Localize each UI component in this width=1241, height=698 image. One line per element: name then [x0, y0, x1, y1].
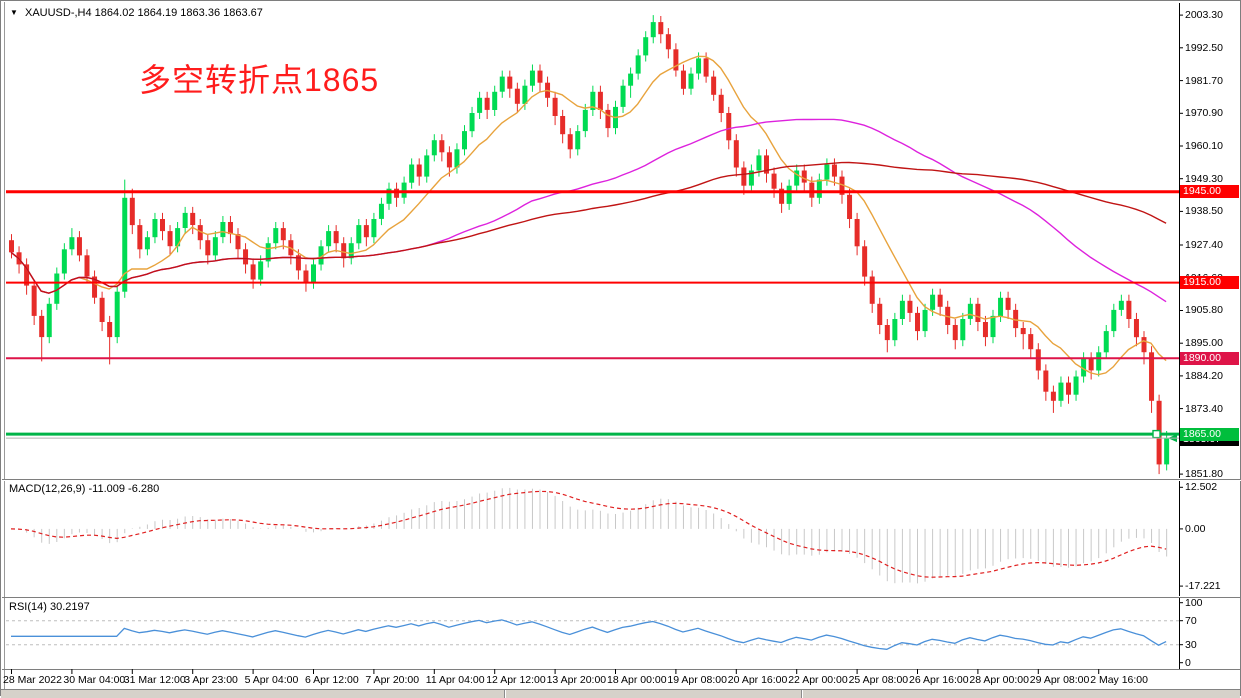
price-line-tag: 1865.00: [1180, 427, 1239, 441]
time-axis-label: 19 Apr 08:00: [667, 674, 727, 686]
time-axis-label: 25 Apr 08:00: [848, 674, 909, 686]
slow-ma-line: [10, 161, 1167, 294]
time-axis-label: 13 Apr 20:00: [546, 674, 607, 686]
macd-label: MACD(12,26,9) -11.009 -6.280: [9, 483, 159, 495]
strip-separator: [504, 690, 506, 698]
rsi-name: RSI(14): [9, 601, 47, 613]
price-axis-tick-label: 1981.70: [1185, 74, 1223, 87]
macd-histogram: [18, 487, 1168, 584]
time-axis-label: 22 Apr 00:00: [788, 674, 848, 686]
time-axis-label: 12 Apr 12:00: [486, 674, 546, 686]
time-axis-label: 30 Mar 04:00: [63, 674, 126, 686]
price-axis-tick-label: 1960.10: [1185, 139, 1223, 152]
price-axis-tick-label: 1895.00: [1185, 337, 1223, 350]
strip-separator: [801, 690, 803, 698]
price-line-tag: 1890.00: [1180, 351, 1239, 365]
macd-axis-tick-label: 12.502: [1185, 481, 1218, 494]
symbol-text: XAUUSD-,H4: [24, 7, 92, 19]
time-axis-label: 31 Mar 12:00: [123, 674, 186, 686]
price-axis-tick-label: 1949.30: [1185, 172, 1223, 185]
rsi-axis-tick-label: 30: [1185, 638, 1197, 651]
rsi-axis-tick-label: 70: [1185, 614, 1197, 627]
macd-axis-tick-label: -17.221: [1185, 580, 1221, 593]
price-axis-tick-label: 1884.20: [1185, 369, 1223, 382]
time-axis-label: 7 Apr 20:00: [365, 674, 420, 686]
price-axis-tick-label: 1970.90: [1185, 107, 1223, 120]
price-axis-tick-label: 1992.50: [1185, 41, 1223, 54]
time-axis-label: 28 Apr 00:00: [969, 674, 1029, 686]
line-handle-icon[interactable]: [1152, 429, 1161, 439]
time-axis-label: 6 Apr 12:00: [305, 674, 359, 686]
price-axis-tick-label: 1873.40: [1185, 402, 1223, 415]
window-inner-frame: [4, 2, 1240, 695]
fast-ma-line: [10, 55, 1167, 376]
macd-name: MACD(12,26,9): [9, 483, 86, 495]
price-axis-tick-label: 1905.80: [1185, 304, 1223, 317]
time-axis-label: 18 Apr 00:00: [607, 674, 667, 686]
time-axis-label: 2 May 16:00: [1090, 674, 1148, 686]
rsi-axis-tick-label: 0: [1185, 656, 1191, 669]
rsi-value: 30.2197: [49, 601, 90, 613]
macd-axis-tick-label: 0.00: [1185, 522, 1206, 535]
rsi-label: RSI(14) 30.2197: [9, 601, 90, 613]
rsi-axis-tick-label: 100: [1185, 596, 1203, 609]
price-line-tag: 1945.00: [1180, 185, 1239, 199]
time-axis-label: 26 Apr 16:00: [909, 674, 969, 686]
price-axis-tick-label: 1927.40: [1185, 239, 1223, 252]
symbol-dropdown-icon[interactable]: ▼: [10, 8, 18, 17]
time-axis-label: 5 Apr 04:00: [244, 674, 299, 686]
macd-values: -11.009 -6.280: [88, 483, 160, 495]
macd-signal-line: [10, 490, 1167, 578]
price-axis-tick-label: 1938.50: [1185, 205, 1223, 218]
symbol-info: ▼ XAUUSD-,H4 1864.02 1864.19 1863.36 186…: [10, 7, 263, 19]
price-axis-tick-label: 2003.30: [1185, 9, 1223, 22]
time-axis-label: 29 Apr 08:00: [1029, 674, 1090, 686]
time-axis-label: 28 Mar 2022: [3, 674, 62, 686]
bottom-panel-strip: [1, 689, 1240, 698]
price-axis-tick-label: 1851.80: [1185, 468, 1223, 481]
medium-ma-line: [10, 118, 1167, 303]
time-axis-label: 20 Apr 16:00: [727, 674, 788, 686]
time-axis-label: 3 Apr 23:00: [184, 674, 238, 686]
annotation-note[interactable]: 多空转折点1865: [139, 62, 380, 98]
price-line-tag: 1915.00: [1180, 276, 1239, 290]
time-axis-label: 11 Apr 04:00: [425, 674, 485, 686]
ohlc-quotes: 1864.02 1864.19 1863.36 1863.67: [94, 7, 263, 19]
rsi-line: [11, 619, 1167, 650]
